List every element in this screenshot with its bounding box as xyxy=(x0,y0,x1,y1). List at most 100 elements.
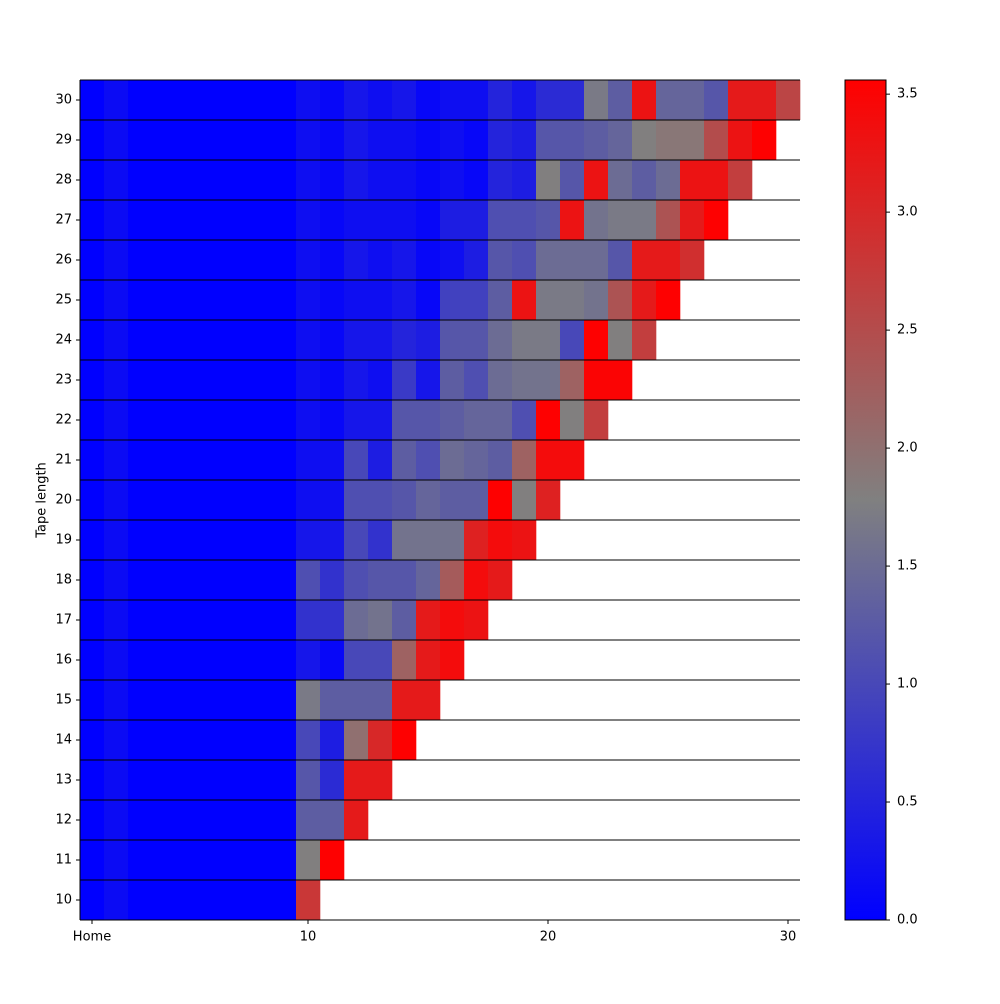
heat-cell xyxy=(320,480,345,520)
heat-cell xyxy=(392,480,417,520)
y-tick-label: 14 xyxy=(55,733,72,748)
heat-cell xyxy=(416,120,441,160)
heat-cell xyxy=(656,120,681,160)
heat-cell xyxy=(512,320,537,360)
heat-cell xyxy=(272,560,297,600)
heat-cell xyxy=(608,120,633,160)
heat-cell xyxy=(536,320,561,360)
y-tick-label: 26 xyxy=(55,253,72,268)
heat-cell xyxy=(296,840,321,880)
heat-cell xyxy=(176,440,201,480)
heat-cell xyxy=(488,560,513,600)
y-tick-label: 28 xyxy=(55,173,72,188)
heat-cell xyxy=(440,520,465,560)
heat-cell xyxy=(320,640,345,680)
heat-cell xyxy=(248,400,273,440)
heat-cell xyxy=(344,360,369,400)
heat-cell xyxy=(152,280,177,320)
heat-cell xyxy=(320,680,345,720)
y-tick-label: 17 xyxy=(55,613,72,628)
heat-cell xyxy=(104,280,129,320)
heat-cell xyxy=(512,240,537,280)
colorbar xyxy=(844,79,887,921)
heat-cell xyxy=(272,800,297,840)
heat-cell xyxy=(248,440,273,480)
heat-cell xyxy=(152,880,177,920)
heat-cell xyxy=(152,840,177,880)
heat-cell xyxy=(152,400,177,440)
heat-cell xyxy=(320,600,345,640)
heat-cell xyxy=(560,200,585,240)
heat-cell xyxy=(176,320,201,360)
heat-cell xyxy=(680,120,705,160)
heat-cell xyxy=(296,400,321,440)
heat-cell xyxy=(392,240,417,280)
heat-cell xyxy=(368,680,393,720)
heat-cell xyxy=(128,80,153,120)
heat-cell xyxy=(176,560,201,600)
heat-cell xyxy=(176,720,201,760)
heat-cell xyxy=(224,640,249,680)
heat-cell xyxy=(104,840,129,880)
heat-cell xyxy=(440,400,465,440)
heat-cell xyxy=(728,80,753,120)
heat-cell xyxy=(128,760,153,800)
heat-cell xyxy=(704,160,729,200)
heat-cell xyxy=(368,560,393,600)
heat-cell xyxy=(104,800,129,840)
y-tick-label: 16 xyxy=(55,653,72,668)
heat-cell xyxy=(512,280,537,320)
heat-cell xyxy=(176,520,201,560)
heat-cell xyxy=(224,840,249,880)
heat-cell xyxy=(296,160,321,200)
heat-cell xyxy=(80,320,105,360)
heat-cell xyxy=(320,840,345,880)
heat-cell xyxy=(320,280,345,320)
heat-cell xyxy=(152,320,177,360)
y-tick-label: 15 xyxy=(55,693,72,708)
heat-cell xyxy=(296,120,321,160)
heat-cell xyxy=(272,520,297,560)
heat-cell xyxy=(632,200,657,240)
heat-cell xyxy=(152,680,177,720)
heat-cell xyxy=(344,400,369,440)
heat-cell xyxy=(152,80,177,120)
heat-cell xyxy=(272,120,297,160)
heat-cell xyxy=(344,760,369,800)
colorbar-tick-label: 2.0 xyxy=(897,441,918,456)
heat-cell xyxy=(128,880,153,920)
heat-cell xyxy=(104,80,129,120)
heat-cell xyxy=(272,80,297,120)
heat-cell xyxy=(296,240,321,280)
heat-cell xyxy=(128,160,153,200)
heat-cell xyxy=(248,120,273,160)
heat-cell xyxy=(344,120,369,160)
heat-cell xyxy=(560,160,585,200)
heat-cell xyxy=(440,360,465,400)
heat-cell xyxy=(128,560,153,600)
heat-cell xyxy=(128,840,153,880)
heat-cell xyxy=(320,360,345,400)
heat-cell xyxy=(80,760,105,800)
y-tick-label: 20 xyxy=(55,493,72,508)
heat-cell xyxy=(296,320,321,360)
heat-cell xyxy=(392,520,417,560)
heat-cell xyxy=(368,80,393,120)
heat-cell xyxy=(416,640,441,680)
heat-cell xyxy=(200,400,225,440)
heat-cell xyxy=(560,320,585,360)
heat-cell xyxy=(272,280,297,320)
heat-cell xyxy=(176,120,201,160)
heat-cell xyxy=(464,560,489,600)
heat-cell xyxy=(296,480,321,520)
heat-cell xyxy=(416,680,441,720)
heat-cell xyxy=(488,480,513,520)
heat-cell xyxy=(488,200,513,240)
heat-cell xyxy=(392,280,417,320)
heat-cell xyxy=(464,120,489,160)
heat-cell xyxy=(392,80,417,120)
heat-cell xyxy=(248,480,273,520)
heat-cell xyxy=(272,880,297,920)
heat-cell xyxy=(392,560,417,600)
y-tick-label: 29 xyxy=(55,133,72,148)
